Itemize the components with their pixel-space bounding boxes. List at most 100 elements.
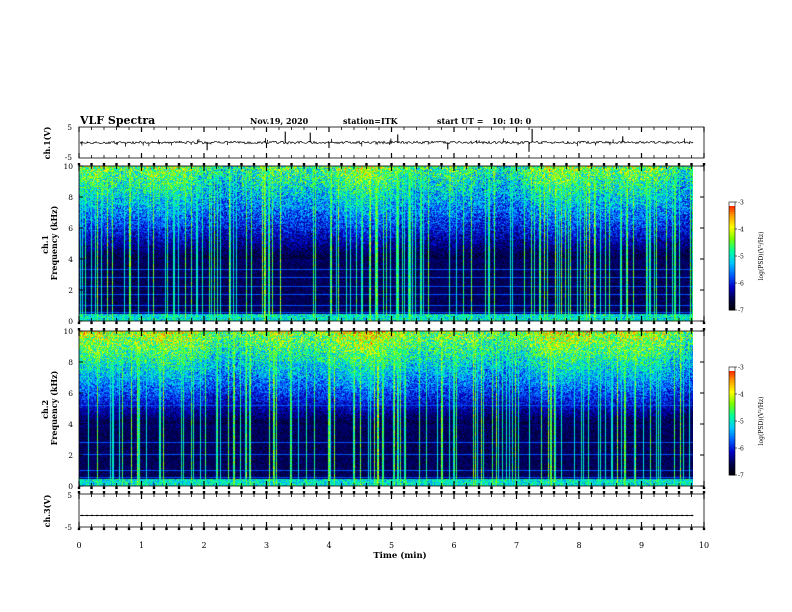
x-tick-marker	[302, 328, 306, 331]
colorbar-segment	[729, 383, 735, 386]
colorbar-segment	[729, 216, 735, 219]
colorbar-segment	[729, 459, 735, 462]
x-tick-marker	[190, 486, 193, 490]
x-tick-marker	[515, 491, 518, 494]
colorbar-segment	[729, 417, 735, 420]
x-tick-marker	[640, 163, 643, 166]
x-tick-marker	[290, 527, 293, 531]
x-tick-marker	[702, 527, 706, 531]
colorbar-tick-label: -6	[738, 281, 744, 288]
time-axis-tick-labels: 0 1 2 3 4 5 6 7 8 9 10	[76, 541, 709, 550]
x-tick-marker	[515, 321, 518, 325]
x-tick-marker	[627, 321, 631, 325]
ch3-marker	[156, 514, 158, 517]
ch3-marker	[81, 514, 83, 517]
x-tick-marker	[77, 163, 81, 166]
x-tick-marker	[252, 491, 256, 494]
ch2-colorbar: -3 -4 -5 -6 -7 log(PSD)(V²/Hz)	[728, 365, 765, 480]
x-tick-marker	[327, 321, 331, 325]
x-tick-marker	[190, 321, 193, 325]
time-tick-label: 7	[514, 541, 519, 550]
ch3-marker	[606, 514, 608, 517]
x-tick-marker	[240, 491, 243, 494]
x-tick-marker	[302, 491, 306, 494]
time-tick-label: 5	[389, 541, 394, 550]
ch3-marker	[666, 514, 668, 517]
x-tick-marker	[152, 491, 156, 494]
ch1-ytick-bottom: -5	[65, 153, 73, 162]
x-tick-marker	[215, 486, 218, 490]
x-tick-marker	[140, 527, 143, 531]
colorbar-segment	[729, 242, 735, 245]
time-tick-label: 0	[76, 541, 81, 550]
ch3-marker	[406, 514, 408, 517]
ch3-waveform-ylabel: ch.3(V)	[42, 494, 52, 527]
x-tick-marker	[440, 328, 443, 331]
ch3-marker	[411, 514, 413, 517]
ch3-marker	[616, 514, 618, 517]
colorbar-segment	[729, 429, 735, 432]
ch3-marker	[316, 514, 318, 517]
x-tick-marker	[640, 321, 643, 325]
ch3-waveform-frame	[78, 493, 705, 528]
ch1-channel-label: ch.1 Frequency (kHz)	[40, 205, 59, 280]
ch3-marker	[661, 514, 663, 517]
station-name: station=ITK	[343, 116, 399, 126]
ch3-marker	[381, 514, 383, 517]
x-tick-marker	[390, 486, 393, 490]
x-tick-marker	[290, 491, 293, 494]
ch3-marker	[96, 514, 98, 517]
x-tick-marker	[315, 163, 318, 166]
x-tick-marker	[602, 527, 606, 531]
colorbar-segment	[729, 296, 735, 299]
colorbar-segment	[729, 435, 735, 438]
ch3-marker	[106, 514, 108, 517]
colorbar-segment	[729, 270, 735, 273]
x-tick-marker	[340, 491, 343, 494]
x-tick-marker	[702, 328, 706, 331]
x-tick-marker	[140, 328, 143, 331]
ch3-marker	[551, 514, 553, 517]
ch3-marker	[611, 514, 613, 517]
ch3-marker	[351, 514, 353, 517]
ch3-marker	[206, 514, 208, 517]
x-tick-marker	[465, 527, 468, 531]
x-tick-marker	[277, 486, 281, 490]
ch3-marker	[221, 514, 223, 517]
colorbar-segment	[729, 262, 735, 265]
ch3-marker	[371, 514, 373, 517]
x-tick-marker	[202, 486, 206, 490]
x-tick-marker	[427, 491, 431, 494]
frequency-tick-label: 0	[68, 317, 73, 326]
x-tick-marker	[465, 486, 468, 490]
x-tick-marker	[602, 491, 606, 494]
colorbar-segment	[729, 399, 735, 402]
colorbar-segment	[729, 292, 735, 295]
x-tick-marker	[165, 321, 168, 325]
x-tick-marker	[265, 486, 268, 490]
x-tick-marker	[77, 527, 81, 531]
x-tick-marker	[215, 491, 218, 494]
x-tick-marker	[665, 328, 668, 331]
x-tick-marker	[215, 163, 218, 166]
ch3-marker	[481, 514, 483, 517]
x-tick-marker	[240, 328, 243, 331]
x-tick-marker	[427, 321, 431, 325]
frequency-tick-label: 6	[68, 224, 73, 233]
x-tick-marker	[302, 163, 306, 166]
colorbar-segment	[729, 236, 735, 239]
x-tick-marker	[402, 486, 406, 490]
x-tick-marker	[590, 163, 593, 166]
colorbar-segment	[729, 405, 735, 408]
x-tick-marker	[465, 491, 468, 494]
colorbar-tick-label: -3	[738, 365, 744, 372]
x-tick-marker	[627, 163, 631, 166]
x-tick-marker	[340, 163, 343, 166]
ch1-spectrogram-panel: 0 2 4 6 8 10 ch.1 Frequency (kHz)	[40, 162, 706, 326]
ch1-waveform-ylabel: ch.1(V)	[42, 126, 52, 159]
ch3-marker	[261, 514, 263, 517]
x-tick-marker	[627, 491, 631, 494]
x-tick-marker	[540, 328, 543, 331]
x-tick-marker	[352, 527, 356, 531]
colorbar-label: log(PSD)(V²/Hz)	[758, 232, 765, 281]
